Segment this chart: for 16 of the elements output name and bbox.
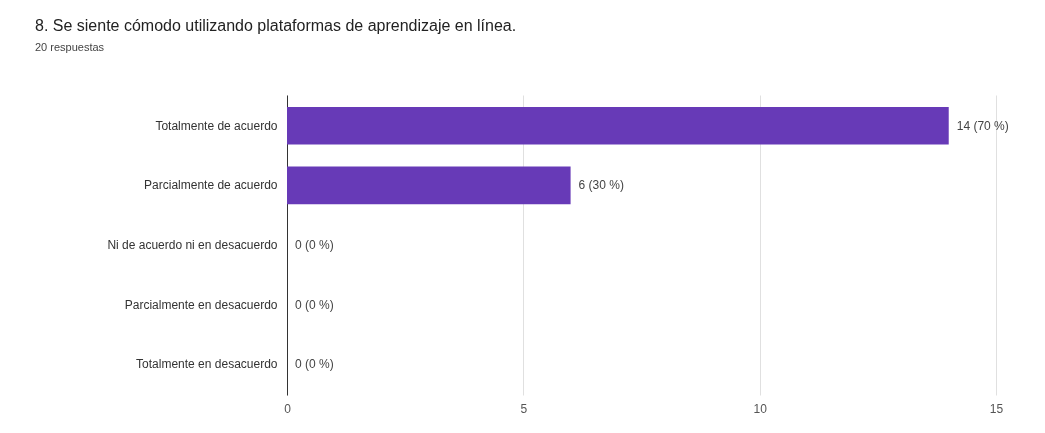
y-tick-label: Parcialmente en desacuerdo — [124, 297, 278, 312]
x-tick-label: 15 — [989, 401, 1004, 416]
data-label: 14 (70 %) — [956, 118, 1009, 133]
text: 20 respuestas — [35, 41, 105, 53]
y-tick-label: Ni de acuerdo ni en desacuerdo — [107, 238, 278, 252]
x-tick-label: 5 — [520, 401, 528, 416]
y-tick-label: Parcialmente de acuerdo — [144, 178, 278, 193]
chart-title: 8. Se siente cómodo utilizando plataformas de aprendizaje en línea. — [35, 17, 517, 34]
x-tick-label: 10 — [753, 401, 768, 416]
y-tick-label: Totalmente en desacuerdo — [136, 357, 278, 372]
data-label: 0 (0 %) — [295, 238, 334, 252]
data-label: 0 (0 %) — [295, 297, 334, 312]
y-tick-label: Totalmente de acuerdo — [155, 118, 278, 133]
data-label: 6 (30 %) — [578, 178, 624, 193]
x-tick-label: 0 — [284, 401, 292, 416]
data-label: 0 (0 %) — [295, 357, 334, 372]
